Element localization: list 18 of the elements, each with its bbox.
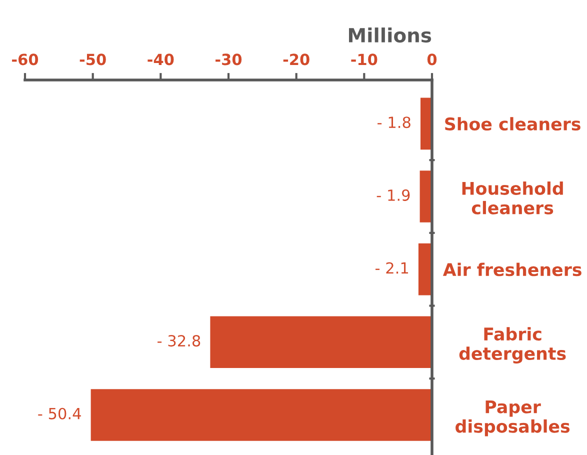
data-label: - 32.8 bbox=[158, 335, 200, 347]
x-tick-label: -50 bbox=[80, 54, 106, 66]
y-tick-label: Air fresheners bbox=[442, 262, 582, 276]
x-axis-title: Millions bbox=[349, 28, 432, 43]
x-tick-label: -40 bbox=[148, 54, 174, 66]
data-label: - 1.9 bbox=[376, 189, 410, 201]
y-tick-label: Household cleaners bbox=[462, 182, 563, 214]
data-label: - 1.8 bbox=[378, 116, 410, 128]
x-tick-label: 0 bbox=[427, 54, 437, 66]
y-tick-label: Shoe cleaners bbox=[445, 117, 580, 131]
data-label: - 2.1 bbox=[376, 262, 408, 274]
y-tick-label: Paper disposables bbox=[456, 400, 570, 436]
x-tick-label: -10 bbox=[351, 54, 378, 66]
data-label: - 50.4 bbox=[38, 408, 81, 420]
x-tick-label: -20 bbox=[283, 54, 310, 66]
x-tick-label: -30 bbox=[216, 54, 242, 66]
y-tick-label: Fabric detergents bbox=[459, 327, 566, 364]
x-tick-label: -60 bbox=[12, 54, 38, 66]
